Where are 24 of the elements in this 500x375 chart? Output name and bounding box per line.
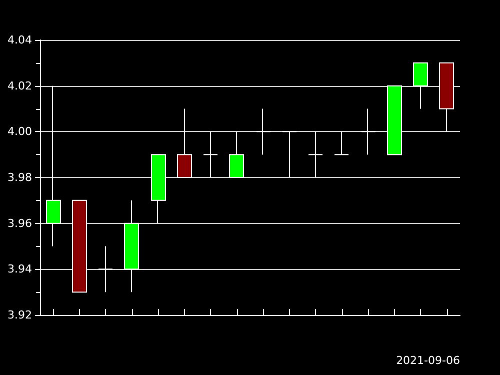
candlestick	[46, 85, 61, 247]
y-tick-label: 4.02	[8, 79, 32, 92]
candlestick	[308, 131, 323, 178]
candlestick	[282, 131, 297, 178]
candlestick	[72, 200, 87, 293]
candlestick	[256, 108, 271, 156]
y-tick-label: 3.94	[8, 262, 32, 276]
y-tick-label: 4.04	[8, 34, 32, 46]
candlestick	[203, 131, 218, 178]
x-axis-title: 2021-09-06	[396, 354, 460, 367]
candlestick	[98, 246, 113, 293]
candlestick	[124, 200, 139, 293]
y-tick-label: 4.00	[8, 125, 32, 138]
y-tick-label: 3.96	[8, 216, 32, 230]
candlestick	[334, 131, 349, 156]
candlestick	[387, 85, 402, 156]
candlestick	[413, 62, 428, 110]
candlestick	[177, 108, 192, 178]
y-tick-label: 3.92	[8, 308, 32, 322]
candlestick	[439, 62, 454, 132]
candlestick	[151, 154, 166, 224]
candlestick	[229, 131, 244, 178]
y-tick-label: 3.98	[8, 171, 32, 184]
candlestick	[361, 108, 376, 156]
